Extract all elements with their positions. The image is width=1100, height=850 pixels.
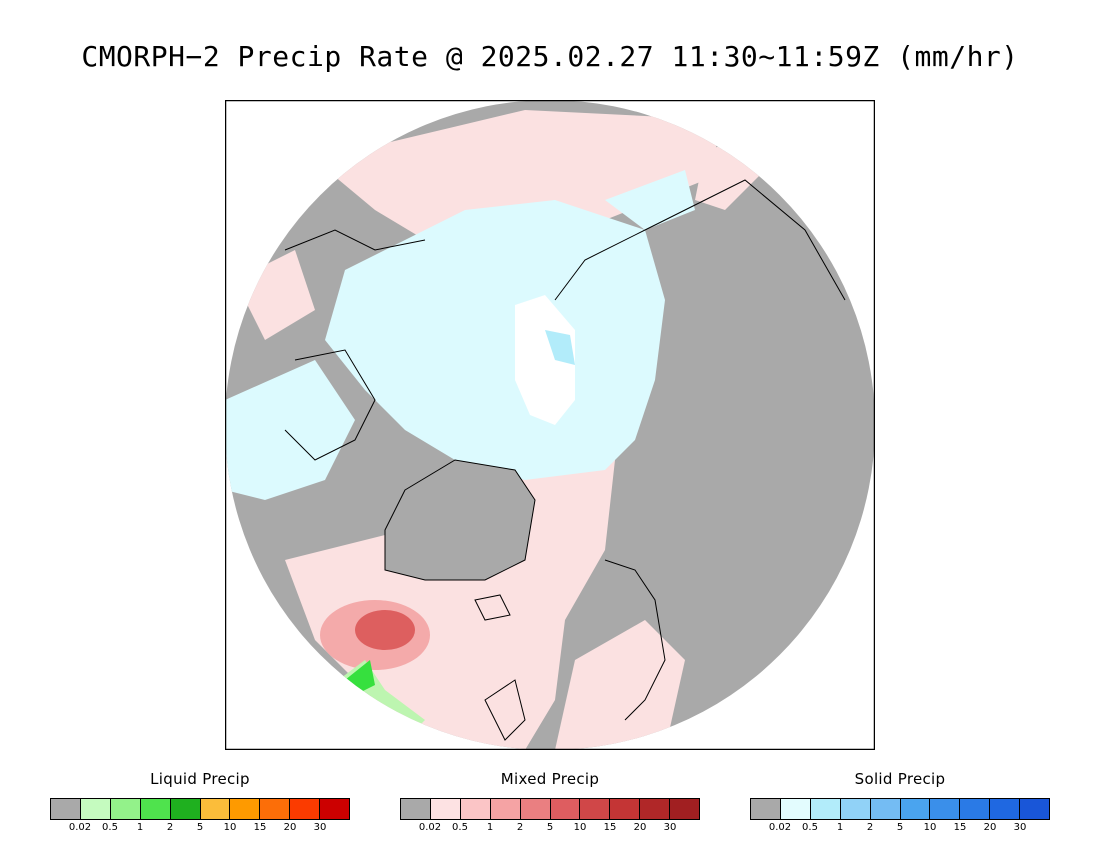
legend-swatch xyxy=(200,799,231,819)
legend-tick-label: 20 xyxy=(983,822,997,833)
legend-tick-label: 5 xyxy=(196,822,204,833)
legend-tick-label: 0.5 xyxy=(802,822,818,833)
solid-precip-siberia-coast xyxy=(605,170,695,230)
legend-tick-label: 0.02 xyxy=(768,822,792,833)
legend-tick-label: 15 xyxy=(603,822,617,833)
map-svg xyxy=(225,100,875,750)
legend-swatch xyxy=(550,799,581,819)
map-border xyxy=(225,100,875,750)
legend-swatch xyxy=(1020,799,1050,819)
scandinavia-coastline xyxy=(604,559,666,721)
legend-tick-label: 10 xyxy=(923,822,937,833)
legend-swatch xyxy=(900,799,931,819)
legend-liquid: Liquid Precip 0.02 0.5 1 2 5 10 15 20 30 xyxy=(50,770,350,834)
solid-precip-bering xyxy=(475,200,555,260)
legend-swatch xyxy=(870,799,901,819)
legend-tick-label: 10 xyxy=(223,822,237,833)
legend-tick-label: 0.02 xyxy=(68,822,92,833)
legend-mixed-ticks: 0.02 0.5 1 2 5 10 15 20 30 xyxy=(400,820,700,834)
legend-tick-label: 5 xyxy=(546,822,554,833)
canada-coastline xyxy=(284,349,376,461)
legend-swatch xyxy=(260,799,291,819)
greenland-land xyxy=(385,460,535,580)
legend-tick-label: 5 xyxy=(896,822,904,833)
legend-swatch xyxy=(320,799,350,819)
legend-swatch xyxy=(170,799,201,819)
legend-mixed: Mixed Precip 0.02 0.5 1 2 5 10 15 20 30 xyxy=(400,770,700,834)
legend-swatch xyxy=(520,799,551,819)
legend-swatch xyxy=(110,799,141,819)
uk-coastline xyxy=(484,679,526,741)
legend-swatch xyxy=(430,799,461,819)
polar-precip-map xyxy=(225,100,875,750)
legend-tick-label: 20 xyxy=(283,822,297,833)
legend-swatch xyxy=(930,799,961,819)
legend-tick-label: 2 xyxy=(516,822,524,833)
legend-tick-label: 0.5 xyxy=(452,822,468,833)
legend-swatch xyxy=(580,799,611,819)
pole-white-area xyxy=(515,295,575,425)
legend-tick-label: 20 xyxy=(633,822,647,833)
chart-title: CMORPH−2 Precip Rate @ 2025.02.27 11:30~… xyxy=(81,40,1019,73)
legend-tick-label: 2 xyxy=(166,822,174,833)
legend-swatch xyxy=(80,799,111,819)
legend-swatch xyxy=(840,799,871,819)
solid-precip-pole-patch xyxy=(545,330,575,365)
legend-liquid-title: Liquid Precip xyxy=(150,770,250,788)
legend-tick-label: 10 xyxy=(573,822,587,833)
legend-liquid-ticks: 0.02 0.5 1 2 5 10 15 20 30 xyxy=(50,820,350,834)
legend-liquid-colorbar xyxy=(50,798,350,820)
solid-precip-arctic-ocean xyxy=(325,200,665,480)
alaska-coastline xyxy=(284,229,426,251)
legend-swatch xyxy=(51,799,81,819)
legend-solid: Solid Precip 0.02 0.5 1 2 5 10 15 20 30 xyxy=(750,770,1050,834)
legend-swatch xyxy=(810,799,841,819)
legend-tick-label: 15 xyxy=(253,822,267,833)
legend-swatch xyxy=(640,799,671,819)
legend-swatch xyxy=(990,799,1021,819)
legend-tick-label: 1 xyxy=(836,822,844,833)
legend-swatch xyxy=(230,799,261,819)
legend-swatch xyxy=(290,799,321,819)
legend-mixed-title: Mixed Precip xyxy=(500,770,600,788)
legend-tick-label: 1 xyxy=(136,822,144,833)
legend-swatch xyxy=(960,799,991,819)
greenland-coastline xyxy=(384,459,536,581)
legend-solid-title: Solid Precip xyxy=(854,770,946,788)
legend-swatch xyxy=(401,799,431,819)
mixed-precip-heavy xyxy=(355,610,415,650)
legend-tick-label: 0.5 xyxy=(102,822,118,833)
solid-precip-canada xyxy=(225,360,355,500)
legend-tick-label: 2 xyxy=(866,822,874,833)
legend-mixed-colorbar xyxy=(400,798,700,820)
legend-swatch xyxy=(780,799,811,819)
legend-tick-label: 1 xyxy=(486,822,494,833)
legend-solid-colorbar xyxy=(750,798,1050,820)
mixed-precip-norwegian-sea xyxy=(555,620,685,750)
legend-solid-ticks: 0.02 0.5 1 2 5 10 15 20 30 xyxy=(750,820,1050,834)
legend-tick-label: 30 xyxy=(313,822,327,833)
legend-tick-label: 30 xyxy=(663,822,677,833)
legend-swatch xyxy=(751,799,781,819)
legend-tick-label: 30 xyxy=(1013,822,1027,833)
legend-swatch xyxy=(490,799,521,819)
legend-swatch xyxy=(610,799,641,819)
siberia-coastline xyxy=(554,179,846,301)
legend-tick-label: 15 xyxy=(953,822,967,833)
legend-swatch xyxy=(670,799,700,819)
iceland-coastline xyxy=(474,594,511,621)
mixed-precip-north-pacific xyxy=(315,110,725,260)
legend-swatch xyxy=(460,799,491,819)
legend-swatch xyxy=(140,799,171,819)
legend-tick-label: 0.02 xyxy=(418,822,442,833)
